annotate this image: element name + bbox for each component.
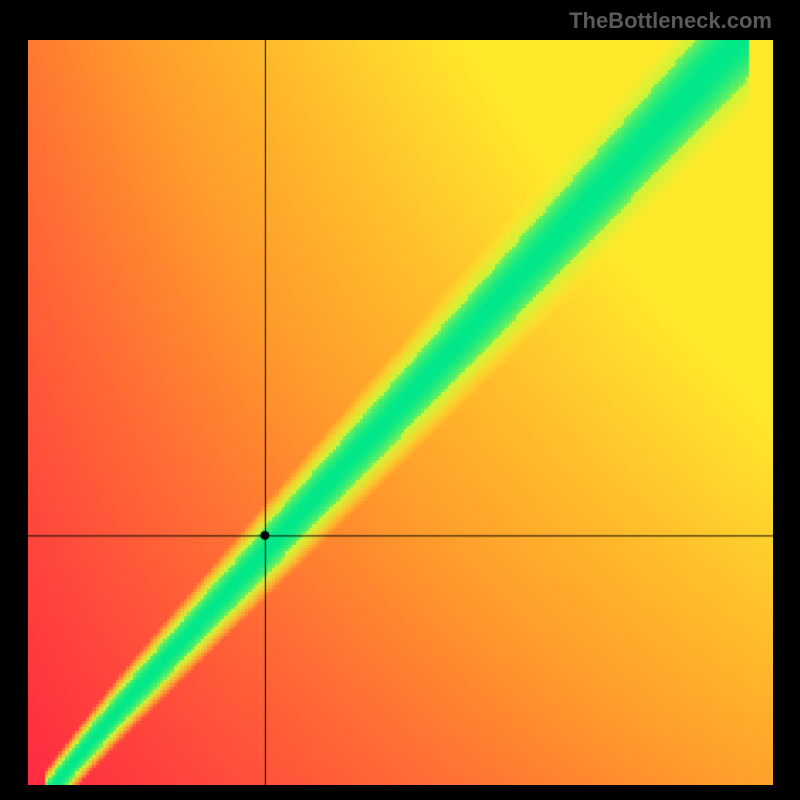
chart-container: TheBottleneck.com (0, 0, 800, 800)
bottleneck-heatmap (28, 40, 773, 785)
watermark-text: TheBottleneck.com (569, 8, 772, 34)
